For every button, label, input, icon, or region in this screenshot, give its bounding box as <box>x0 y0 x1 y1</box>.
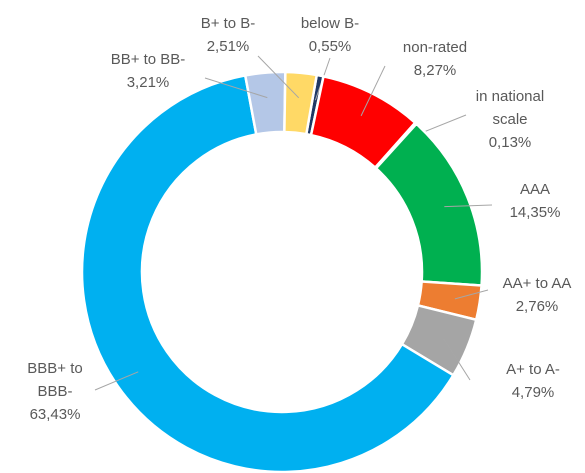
leader-line <box>360 65 386 117</box>
label-value: 8,27% <box>413 62 457 79</box>
label-name: below B- <box>300 15 360 32</box>
label-value: 2,76% <box>515 298 559 315</box>
leader-line <box>94 371 139 391</box>
label-value: 14,35% <box>509 204 561 221</box>
data-label: non-rated 8,27% <box>385 36 485 82</box>
label-value: 2,51% <box>206 38 250 55</box>
leader-line <box>204 77 268 99</box>
data-label: below B- 0,55% <box>285 12 375 58</box>
data-label: A+ to A- 4,79% <box>488 358 578 404</box>
label-name: BBB+ to BBB- <box>27 360 83 400</box>
label-name: in national scale <box>475 88 545 128</box>
leader-line <box>454 289 489 300</box>
donut-segment <box>283 70 319 136</box>
label-value: 3,21% <box>126 74 170 91</box>
donut-segment <box>80 73 456 473</box>
label-name: B+ to B- <box>200 15 256 32</box>
label-name: AAA <box>519 181 550 198</box>
label-name: A+ to A- <box>506 361 560 378</box>
leader-line <box>444 204 493 208</box>
data-label: BB+ to BB- 3,21% <box>98 48 198 94</box>
label-value: 0,55% <box>308 38 352 55</box>
label-value: 0,13% <box>488 134 532 151</box>
label-name: AA+ to AA <box>502 275 572 292</box>
label-value: 4,79% <box>511 384 555 401</box>
data-label: AAA 14,35% <box>490 178 580 224</box>
data-label: B+ to B- 2,51% <box>183 12 273 58</box>
data-label: in national scale 0,13% <box>465 85 555 154</box>
label-name: BB+ to BB- <box>110 51 186 68</box>
label-name: non-rated <box>402 39 468 56</box>
leader-line <box>443 338 471 381</box>
data-label: BBB+ to BBB- 63,43% <box>18 357 93 426</box>
label-value: 63,43% <box>29 406 81 423</box>
leader-line <box>257 55 300 99</box>
data-label: AA+ to AA 2,76% <box>487 272 585 318</box>
